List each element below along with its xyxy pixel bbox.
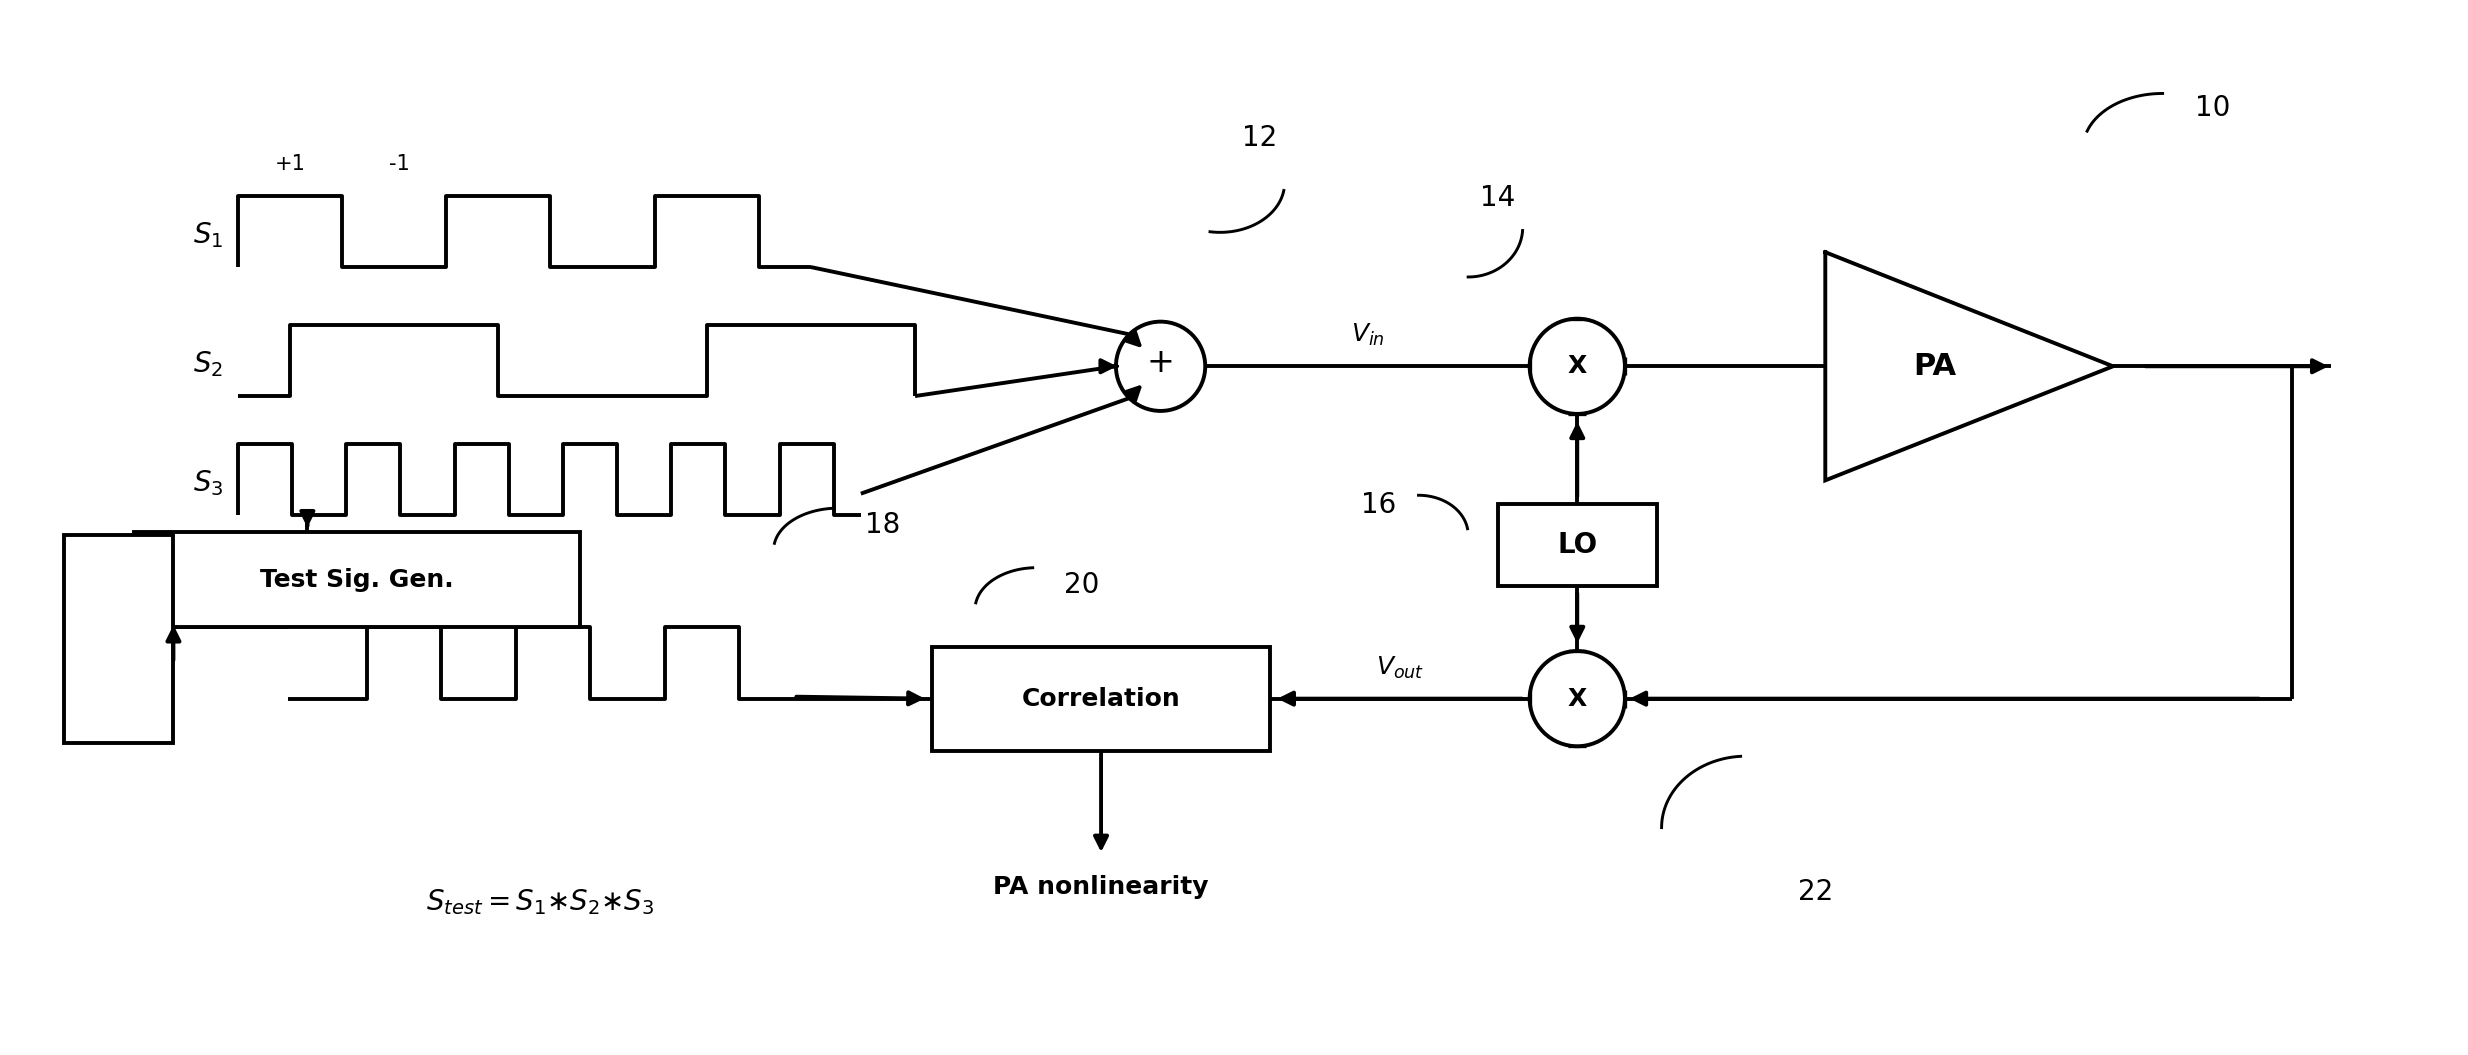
Text: $S_{test} = S_1{\ast}S_2{\ast}S_3$: $S_{test} = S_1{\ast}S_2{\ast}S_3$ [427,887,654,917]
Text: -1: -1 [390,154,410,174]
Text: 12: 12 [1241,124,1278,152]
Text: X: X [1567,354,1587,379]
Text: PA nonlinearity: PA nonlinearity [992,875,1209,899]
FancyBboxPatch shape [933,647,1269,751]
FancyBboxPatch shape [64,535,173,744]
Text: $S_1$: $S_1$ [193,220,222,250]
Text: PA: PA [1913,351,1957,381]
FancyBboxPatch shape [133,533,580,627]
Text: X: X [1567,687,1587,711]
Text: +: + [1148,346,1175,379]
Text: 16: 16 [1362,492,1397,519]
Text: +1: +1 [274,154,306,174]
Text: $S_3$: $S_3$ [193,468,222,498]
Text: 10: 10 [2194,94,2231,122]
Text: $S_2$: $S_2$ [193,349,222,379]
Text: $V_{in}$: $V_{in}$ [1350,322,1385,348]
Text: 14: 14 [1481,184,1515,212]
Text: 22: 22 [1797,878,1834,906]
Text: LO: LO [1557,531,1597,559]
Text: $S_{test}$: $S_{test}$ [271,579,328,608]
Text: $V_{out}$: $V_{out}$ [1375,654,1424,680]
Text: Correlation: Correlation [1022,687,1180,711]
FancyBboxPatch shape [1498,504,1656,586]
Text: Test Sig. Gen.: Test Sig. Gen. [259,568,454,592]
Text: 18: 18 [866,511,901,539]
Text: 20: 20 [1064,571,1098,598]
